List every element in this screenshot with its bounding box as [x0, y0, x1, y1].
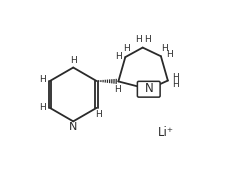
- Text: H: H: [123, 44, 130, 53]
- Text: H: H: [95, 110, 102, 119]
- Text: H: H: [39, 103, 46, 112]
- Text: H: H: [39, 75, 46, 84]
- Text: N: N: [144, 82, 153, 95]
- Text: H: H: [115, 52, 121, 61]
- Text: N: N: [69, 122, 77, 132]
- Text: H: H: [166, 50, 173, 59]
- FancyBboxPatch shape: [137, 81, 160, 97]
- Text: Li⁺: Li⁺: [158, 126, 174, 139]
- Text: H: H: [70, 56, 77, 65]
- Text: H: H: [161, 44, 168, 53]
- Text: H: H: [145, 35, 151, 44]
- Text: H: H: [172, 73, 179, 82]
- Text: H: H: [172, 80, 179, 89]
- Text: H: H: [136, 35, 142, 44]
- Text: H: H: [114, 85, 121, 94]
